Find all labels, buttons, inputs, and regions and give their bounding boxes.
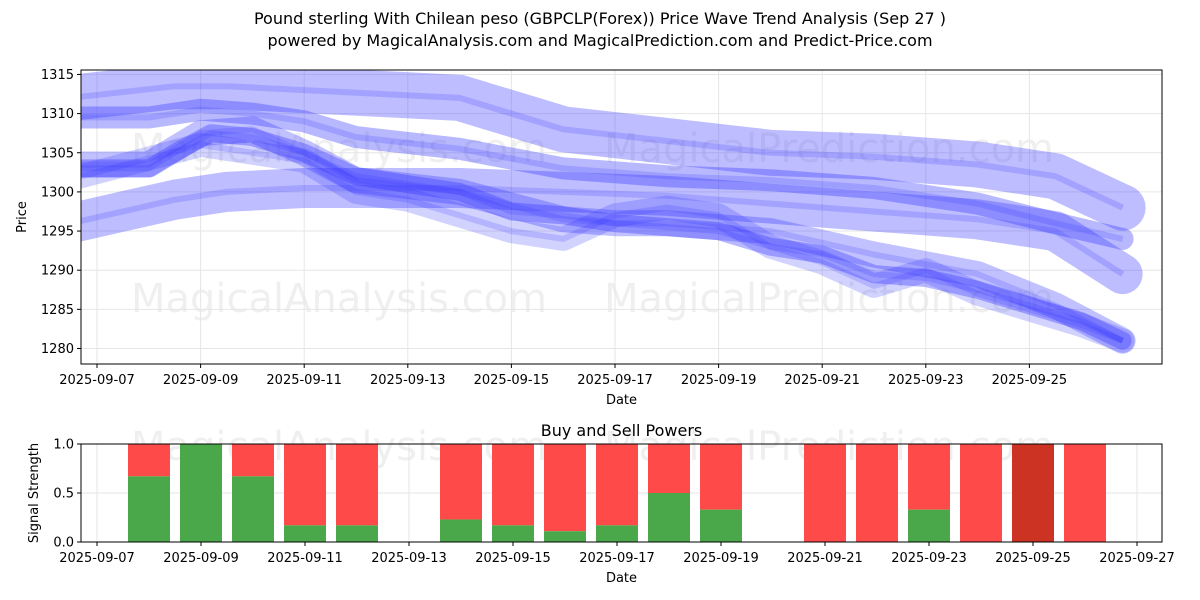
- x-tick-label: 2025-09-15: [474, 373, 550, 388]
- wave-series-core: [81, 185, 1125, 277]
- wave-series-core: [81, 126, 1124, 344]
- wave-series-line: [81, 70, 1146, 231]
- sell-power-bar: [440, 444, 482, 520]
- buy-power-bar: [440, 519, 482, 542]
- x-tick-label: 2025-09-27: [1099, 551, 1175, 566]
- x-tick-label: 2025-09-25: [992, 373, 1068, 388]
- y-tick-label: 1.0: [53, 438, 74, 453]
- buy-power-bar: [232, 476, 274, 542]
- x-tick-label: 2025-09-15: [475, 551, 551, 566]
- y-tick-label: 1285: [41, 303, 74, 318]
- sell-power-bar: [648, 444, 690, 493]
- wave-series-line: [81, 116, 1136, 354]
- x-tick-label: 2025-09-07: [59, 551, 135, 566]
- x-tick-label: 2025-09-23: [888, 373, 964, 388]
- y-tick-label: 1295: [41, 225, 74, 240]
- buy-power-bar: [180, 444, 222, 542]
- x-tick-label: 2025-09-07: [59, 373, 135, 388]
- buy-power-bar: [596, 525, 638, 542]
- x-tick-label: 2025-09-13: [371, 551, 447, 566]
- y-axis-label: Signal Strength: [27, 443, 42, 543]
- y-tick-label: 0.0: [53, 536, 74, 551]
- sell-power-bar: [1012, 444, 1054, 542]
- buy-power-bar: [648, 493, 690, 542]
- buy-power-bar: [336, 525, 378, 542]
- buy-power-bar: [128, 476, 170, 542]
- sell-power-bar: [1064, 444, 1106, 542]
- x-tick-label: 2025-09-09: [163, 373, 239, 388]
- buy-power-bar: [700, 509, 742, 542]
- watermark: MagicalPrediction.com: [604, 276, 1054, 322]
- sell-power-bar: [908, 444, 950, 510]
- x-tick-label: 2025-09-09: [163, 551, 239, 566]
- x-tick-label: 2025-09-17: [577, 373, 653, 388]
- x-tick-label: 2025-09-25: [995, 551, 1071, 566]
- plot-frame-top: [80, 69, 1163, 365]
- x-tick-label: 2025-09-19: [681, 373, 757, 388]
- buy-power-bar: [544, 531, 586, 542]
- sell-power-bar: [856, 444, 898, 542]
- wave-series-line: [81, 132, 1135, 353]
- x-axis-label: Date: [606, 571, 637, 586]
- buy-power-bar: [492, 525, 534, 542]
- x-tick-label: 2025-09-13: [370, 373, 446, 388]
- x-tick-label: 2025-09-11: [266, 373, 342, 388]
- buy-power-bar: [908, 509, 950, 542]
- wave-series-core: [81, 106, 1124, 242]
- x-tick-label: 2025-09-17: [579, 551, 655, 566]
- chart-title: Pound sterling With Chilean peso (GBPCLP…: [253, 9, 947, 28]
- watermark: MagicalAnalysis.com: [131, 276, 547, 322]
- x-tick-label: 2025-09-21: [787, 551, 863, 566]
- chart-subtitle: powered by MagicalAnalysis.com and Magic…: [267, 31, 933, 50]
- wave-series-core: [81, 83, 1124, 211]
- wave-series-line: [81, 124, 1132, 350]
- y-tick-label: 1315: [41, 68, 74, 83]
- sell-power-bar: [960, 444, 1002, 542]
- y-tick-label: 1310: [41, 107, 74, 122]
- wave-series-group: [81, 70, 1146, 354]
- x-tick-label: 2025-09-19: [683, 551, 759, 566]
- sell-power-bar: [336, 444, 378, 526]
- bottom-chart-title: Buy and Sell Powers: [541, 421, 703, 440]
- y-tick-label: 1300: [41, 185, 74, 200]
- plot-area-top: [81, 70, 1162, 364]
- y-axis-label: Price: [15, 201, 30, 233]
- sell-power-bar: [232, 444, 274, 477]
- y-tick-label: 1280: [41, 342, 74, 357]
- sell-power-bar: [700, 444, 742, 510]
- x-tick-label: 2025-09-21: [784, 373, 860, 388]
- sell-power-bar: [596, 444, 638, 526]
- wave-series-line: [81, 98, 1134, 250]
- sell-power-bar: [544, 444, 586, 532]
- wave-series-core: [81, 141, 1124, 344]
- y-tick-label: 0.5: [53, 487, 74, 502]
- buy-power-bar: [284, 525, 326, 542]
- wave-series-line: [81, 168, 1143, 295]
- sell-power-bar: [492, 444, 534, 526]
- sell-power-bar: [284, 444, 326, 526]
- sell-power-bar: [128, 444, 170, 477]
- x-axis-label: Date: [606, 393, 637, 408]
- y-tick-label: 1305: [41, 146, 74, 161]
- watermark: MagicalPrediction.com: [604, 126, 1054, 172]
- sell-power-bar: [804, 444, 846, 542]
- x-tick-label: 2025-09-23: [891, 551, 967, 566]
- x-tick-label: 2025-09-11: [267, 551, 343, 566]
- wave-series-core: [81, 130, 1124, 344]
- y-tick-label: 1290: [41, 264, 74, 279]
